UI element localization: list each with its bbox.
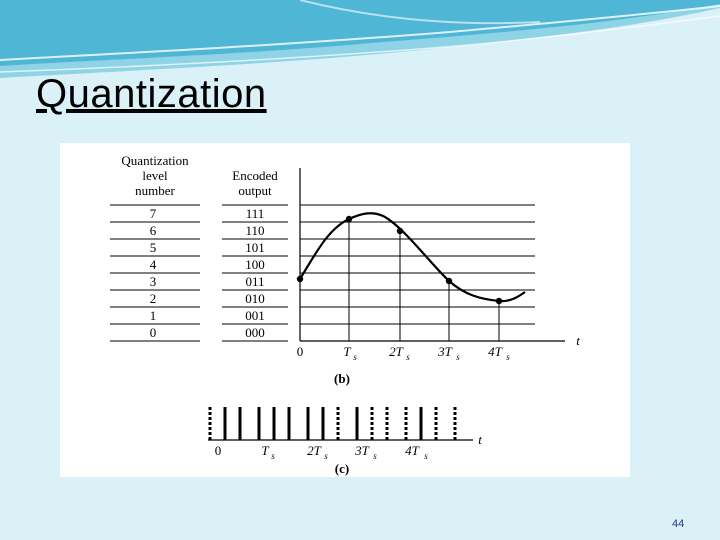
code-header-line1: Encoded (232, 168, 278, 183)
level-header-line1: Quantization (121, 153, 189, 168)
sample-point (396, 227, 404, 235)
level-header-line3: number (135, 183, 175, 198)
code-header-line2: output (238, 183, 272, 198)
encoded-output: 111 (246, 206, 265, 221)
level-number: 2 (150, 291, 157, 306)
sample-point (296, 275, 304, 283)
sample-point (495, 297, 503, 305)
slide-number: 44 (672, 518, 685, 530)
level-number: 6 (150, 223, 157, 238)
tick-label: 3T (354, 443, 370, 458)
axis-var: t (576, 333, 580, 348)
level-number: 1 (150, 308, 157, 323)
plot-b-sample-lines (348, 219, 500, 341)
encoded-output: 010 (245, 291, 265, 306)
level-number: 0 (150, 325, 157, 340)
tick-subscript: s (506, 352, 510, 362)
sample-points (296, 215, 503, 305)
encoded-output: 001 (245, 308, 265, 323)
encoded-output: 100 (245, 257, 265, 272)
analog-signal-curve (299, 212, 526, 303)
tick-subscript: s (406, 352, 410, 362)
header-wave-decoration (0, 0, 720, 78)
plot-b-axes (299, 168, 565, 342)
tick-label: 0 (215, 443, 222, 458)
plot-c-caption: (c) (335, 461, 349, 476)
tick-subscript: s (424, 451, 428, 461)
tick-label: T (261, 443, 269, 458)
tick-label: 4T (488, 344, 503, 359)
tick-label: 2T (389, 344, 404, 359)
level-number: 4 (150, 257, 157, 272)
encoded-output: 011 (245, 274, 264, 289)
tick-label: 4T (405, 443, 420, 458)
sample-point (345, 215, 353, 223)
tick-label: T (343, 344, 351, 359)
sample-point (445, 277, 453, 285)
level-number: 7 (150, 206, 157, 221)
tick-subscript: s (456, 352, 460, 362)
slide-title: Quantization (36, 72, 267, 116)
tick-subscript: s (324, 451, 328, 461)
tick-label: 3T (437, 344, 453, 359)
quantization-figure: Quantization level number Encoded output… (60, 143, 630, 477)
axis-var: t (478, 432, 482, 447)
tick-subscript: s (271, 451, 275, 461)
tick-subscript: s (353, 352, 357, 362)
level-number: 3 (150, 274, 157, 289)
tick-label: 0 (297, 344, 304, 359)
plot-b-level-lines (300, 204, 535, 325)
level-header-line2: level (142, 168, 168, 183)
encoded-output: 101 (245, 240, 265, 255)
tick-label: 2T (307, 443, 322, 458)
pcm-pulses (208, 407, 457, 440)
encoded-output: 000 (245, 325, 265, 340)
level-number: 5 (150, 240, 157, 255)
tick-subscript: s (373, 451, 377, 461)
encoded-output: 110 (245, 223, 264, 238)
plot-b-caption: (b) (334, 371, 350, 386)
